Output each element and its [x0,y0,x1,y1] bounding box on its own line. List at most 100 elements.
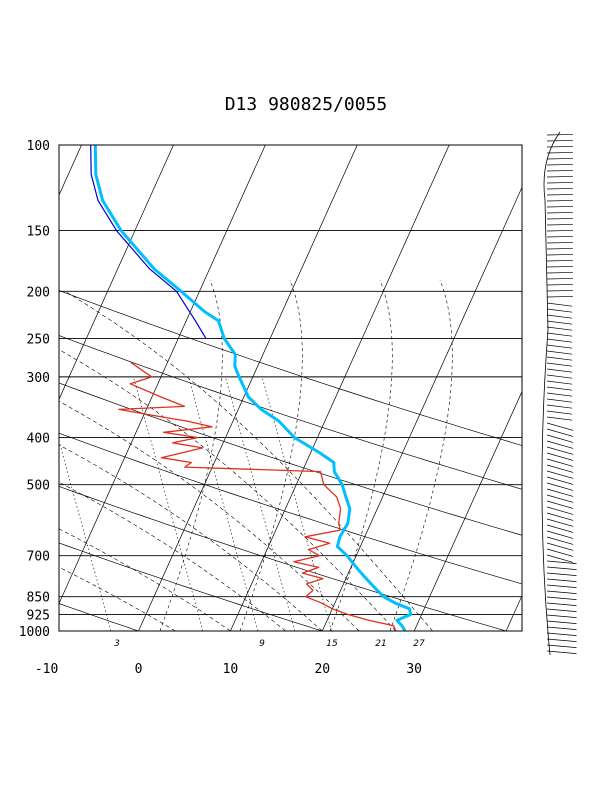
wind-barb [546,206,573,208]
temperature-tick-label: 0 [135,662,143,677]
wind-barb [546,278,573,280]
wind-barb [546,512,574,521]
pressure-tick-label: 300 [27,371,50,386]
temperature-tick-label: 10 [223,662,239,677]
moist-adiabat [59,349,397,631]
wind-barb [546,386,573,391]
isotherm [598,145,612,631]
pressure-tick-label: 150 [27,225,50,240]
wind-barb [546,134,573,136]
thermal-arc [329,279,393,631]
wind-barb [546,578,577,582]
wind-barb [546,242,573,244]
wind-barb [546,470,574,479]
wind-barb [546,398,573,403]
wind-barb [546,446,574,455]
dry-adiabat [59,335,522,490]
isotherm [230,145,450,631]
wind-barb [546,404,573,409]
sounding-profiles [90,145,413,631]
isobars [59,144,522,632]
wind-profile-trace [541,131,561,656]
wind-barb [546,302,573,307]
wind-barb [546,542,574,551]
moist-adiabat [59,400,360,631]
wind-barb [546,272,573,274]
dry-adiabat [59,432,522,585]
wind-barb [546,500,574,509]
mixing-ratio-label: 21 [375,639,386,649]
wind-barb [546,284,573,286]
wind-barb [546,614,577,618]
temperature-tick-label: 30 [406,662,422,677]
wind-barb [546,254,573,256]
sounding-series-line [93,145,413,631]
wind-barb [546,632,577,636]
pressure-tick-label: 250 [27,332,50,347]
isotherm [59,145,266,605]
thermal-arc [239,279,303,631]
wind-barb [546,554,574,563]
wind-barb [546,476,574,485]
mixing-ratio-label: 15 [326,639,338,649]
wind-barb [546,422,574,431]
mixing-ratio-label: 9 [259,639,265,649]
wind-barb [546,620,577,624]
wind-barb [546,506,574,515]
wind-barb [546,452,574,461]
pressure-tick-label: 500 [27,479,50,494]
wind-barb [546,440,574,449]
wind-barb [546,218,573,220]
pressure-tick-label: 850 [27,591,50,606]
wind-barb [546,518,574,527]
wind-barb [546,530,574,539]
wind-barb [546,392,573,397]
wind-barb [546,368,573,373]
wind-barb [546,644,577,648]
wind-barb [546,230,573,232]
moist-adiabat [59,528,231,631]
wind-barb [546,176,573,178]
wind-barb [546,410,573,415]
mixing-ratio-labels: 3 9 15 21 27 [114,639,425,649]
pressure-tick-label: 400 [27,432,50,447]
wind-barb [546,266,573,268]
wind-barb [546,356,573,361]
pressure-tick-label: 200 [27,285,50,300]
mixing-ratio-label: 3 [114,639,120,649]
wind-barb [546,212,573,214]
wind-barb [546,596,577,600]
dry-adiabat [59,485,507,631]
wind-barb [546,362,573,367]
sounding-series-line [90,145,207,339]
wind-barb [546,296,573,298]
thermal-arc [389,279,453,631]
mixing-ratio-line [59,439,112,631]
mixing-ratio-line [188,376,259,631]
wind-barb [546,608,577,612]
chart-title: D13 980825/0055 [224,94,388,115]
wind-barb [546,536,574,545]
moist-adiabat [59,481,286,631]
wind-barb [546,164,573,166]
wind-barb [546,224,573,226]
wind-barb [546,146,573,148]
wind-barb [546,566,577,570]
wind-barb [546,158,573,160]
wind-barb [546,590,577,594]
wind-barb [546,140,573,142]
plot-frame [58,144,523,632]
isotherm [413,390,522,631]
wind-barb [546,260,573,262]
wind-barb [546,458,574,467]
wind-barb [546,338,573,343]
wind-barb [546,380,573,385]
dry-adiabat [59,290,522,446]
wind-barb [546,314,573,319]
wind-barb [546,560,577,564]
wind-barb [546,350,573,355]
moist-adiabat [64,291,433,631]
wind-barb [546,416,573,421]
